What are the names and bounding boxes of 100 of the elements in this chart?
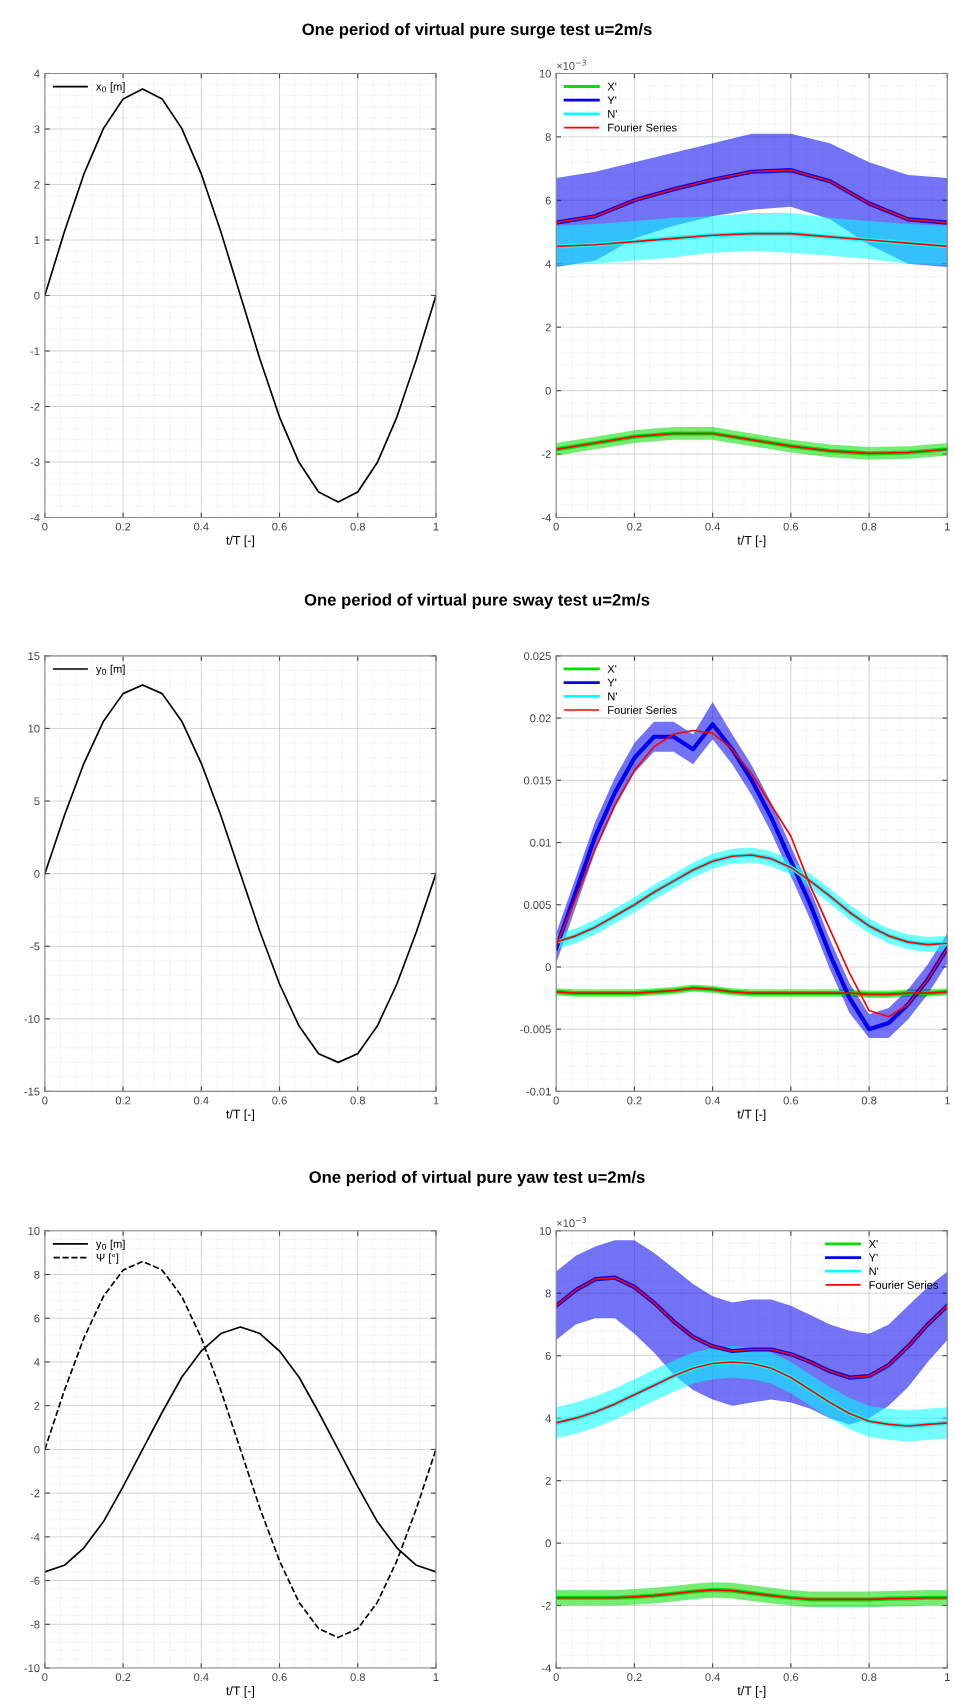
x-tick-label: 1	[433, 522, 439, 531]
y-tick-label: 0.02	[530, 714, 551, 723]
y-tick-label: -0.01	[526, 1087, 551, 1096]
x-tick-label: 1	[945, 1673, 950, 1681]
y-tick-label: 10	[28, 724, 40, 733]
y-tick-label: 2	[34, 180, 40, 189]
x-tick-label: 0.4	[705, 1096, 721, 1105]
legend-label: y$_{0}$ [m]	[95, 1239, 125, 1251]
x-tick-label: 0.8	[861, 522, 877, 531]
x-axis-title: t/T [-]	[737, 1686, 766, 1698]
x-tick-label: 1	[433, 1673, 439, 1681]
x-tick-label: 0.8	[350, 1673, 365, 1682]
x-axis-title: t/T [-]	[226, 1109, 254, 1122]
x-tick-label: 0.8	[861, 1673, 877, 1682]
x-tick-label: 1	[945, 1096, 950, 1105]
legend-label: X'	[607, 82, 617, 91]
x-tick-label: 0.8	[350, 522, 365, 531]
y-tick-label: -2	[541, 1601, 551, 1610]
y-tick-label: 6	[34, 1314, 40, 1323]
legend-label: N'	[608, 110, 617, 118]
x-tick-label: 0	[42, 1673, 48, 1682]
legend-label: Y'	[607, 678, 617, 687]
y-tick-label: 2	[545, 1476, 551, 1485]
x-tick-label: 1	[433, 1096, 439, 1105]
y-tick-label: -4	[541, 1664, 551, 1673]
legend-label: Y'	[607, 96, 617, 105]
text: One period of virtual pure yaw test u=2m/s	[309, 1170, 645, 1187]
y-tick-label: 0	[545, 1539, 551, 1548]
y-tick-label: 0.025	[523, 652, 551, 661]
text: ×10$^{−3}$	[556, 59, 586, 70]
x-tick-label: 0	[42, 1096, 48, 1105]
legend-label: Y'	[868, 1253, 878, 1262]
y-tick-label: 2	[34, 1401, 40, 1410]
legend-label: X'	[868, 1240, 878, 1248]
y-tick-label: 3	[34, 125, 40, 134]
y-tick-label: -1	[30, 347, 40, 356]
x-tick-label: 0	[553, 1096, 559, 1105]
y-tick-label: -2	[30, 1489, 40, 1498]
y-tick-label: 0.005	[523, 901, 551, 909]
legend-label: Ψ [°]	[96, 1253, 119, 1264]
y-tick-label: 4	[545, 1414, 551, 1423]
legend-label: Fourier Series	[869, 1280, 939, 1289]
x-tick-label: 0.8	[350, 1096, 365, 1105]
legend-label: x$_{0}$ [m]	[96, 82, 125, 93]
x-tick-label: 0.2	[627, 1096, 642, 1105]
x-tick-label: 0.2	[115, 1673, 131, 1682]
x-tick-label: 0	[553, 1673, 559, 1682]
y-tick-label: 8	[545, 1289, 551, 1298]
y-tick-label: 0	[34, 1445, 40, 1454]
y-tick-label: -2	[541, 450, 551, 459]
x-tick-label: 0.2	[627, 1673, 642, 1682]
text: One period of virtual pure sway test u=2m/s	[304, 593, 650, 609]
y-tick-label: -0.005	[520, 1025, 551, 1034]
x-tick-label: 0.4	[705, 522, 721, 531]
x-tick-label: 0.6	[783, 1096, 799, 1105]
y-tick-label: 4	[545, 260, 551, 268]
x-tick-label: 0	[553, 522, 559, 531]
x-tick-label: 0.4	[194, 1096, 209, 1105]
y-tick-label: -4	[30, 1533, 40, 1541]
y-tick-label: 10	[539, 1227, 551, 1235]
y-tick-label: -3	[30, 458, 40, 467]
x-tick-label: 0.6	[272, 1673, 287, 1682]
x-tick-label: 0	[42, 522, 48, 531]
legend-label: y$_{0}$ [m]	[95, 664, 125, 676]
x-tick-label: 1	[945, 522, 950, 531]
y-tick-label: 1	[34, 236, 40, 244]
y-tick-label: 15	[28, 652, 40, 661]
y-tick-label: -15	[24, 1087, 40, 1096]
y-tick-label: -10	[24, 1015, 40, 1023]
x-tick-label: 0.6	[783, 522, 799, 531]
y-tick-label: 0	[545, 963, 551, 972]
x-tick-label: 0.6	[272, 1096, 287, 1105]
x-tick-label: 0.4	[194, 1673, 209, 1682]
x-tick-label: 0.4	[194, 522, 209, 531]
y-tick-label: -4	[30, 513, 40, 522]
y-tick-label: 6	[545, 196, 551, 205]
x-tick-label: 0.6	[272, 522, 287, 531]
y-tick-label: 8	[545, 133, 551, 142]
y-tick-label: 0	[545, 386, 551, 395]
legend-label: Fourier Series	[608, 705, 677, 714]
text: ×10$^{−3}$	[556, 1217, 586, 1228]
legend-label: Fourier Series	[608, 123, 677, 132]
y-tick-label: 2	[545, 323, 551, 332]
y-tick-label: 6	[545, 1351, 551, 1360]
y-tick-label: 5	[34, 797, 40, 806]
y-tick-label: 10	[28, 1227, 40, 1235]
y-tick-label: -5	[30, 942, 40, 951]
x-tick-label: 0.2	[115, 522, 131, 531]
x-tick-label: 0.6	[783, 1673, 799, 1682]
x-axis-title: t/T [-]	[226, 1686, 254, 1698]
y-tick-label: -4	[541, 513, 551, 522]
y-tick-label: 0	[34, 291, 40, 300]
x-tick-label: 0.4	[705, 1673, 721, 1682]
y-tick-label: 0	[34, 869, 40, 878]
legend-label: N'	[608, 692, 617, 701]
x-axis-title: t/T [-]	[226, 535, 254, 548]
y-tick-label: 0.01	[530, 838, 551, 847]
y-tick-label: 4	[34, 69, 40, 78]
x-axis-title: t/T [-]	[737, 1109, 766, 1122]
x-tick-label: 0.2	[115, 1096, 131, 1105]
